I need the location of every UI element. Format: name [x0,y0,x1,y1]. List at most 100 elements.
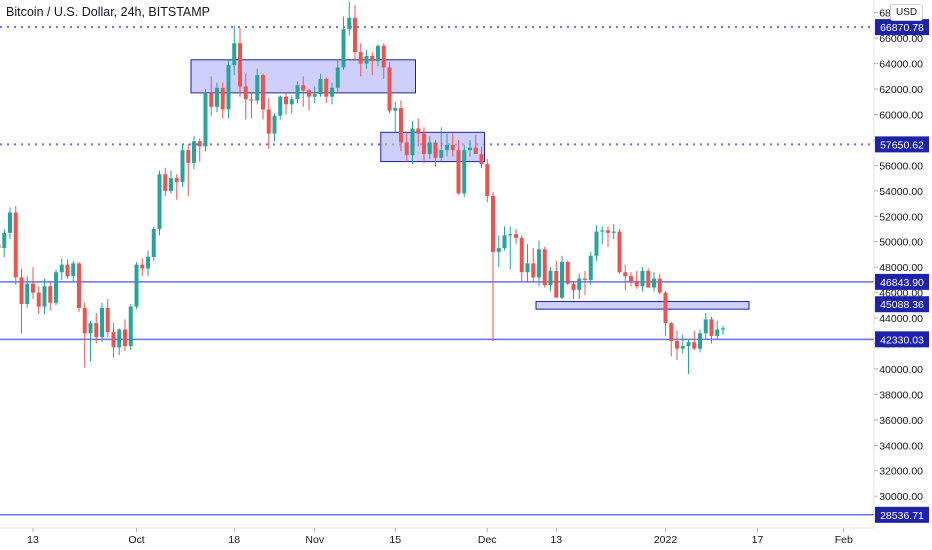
candle-body [577,278,582,291]
candle-body [370,55,375,62]
level-label-box [875,331,929,348]
candle-body [169,178,173,191]
candle-body [261,75,265,110]
y-tick-label: 34000.00 [879,440,923,452]
candle-body [209,92,214,107]
candle-body [266,109,271,134]
candle-body [232,43,237,65]
candle-body [174,178,179,182]
candle-body [606,230,610,233]
x-tick-label: 13 [550,534,562,546]
candle-body [238,43,242,87]
x-tick-label: 13 [27,534,39,546]
candle-body [289,99,294,105]
candle-body [295,85,300,100]
candle-body [278,96,283,116]
y-tick-label: 32000.00 [879,466,923,478]
candle-body [698,333,702,349]
candle-body [146,257,150,269]
candle-body [203,92,208,147]
candle-body [249,99,254,101]
candle-body [71,263,76,277]
candle-body [220,87,225,110]
candle-body [479,153,484,165]
y-tick-label: 66000.00 [879,33,923,45]
candle-body [427,142,432,154]
candle-body [318,78,323,95]
candle-body [680,346,685,349]
candle-body [151,229,156,258]
candle-body [468,147,472,151]
candle-body [77,263,81,308]
level-labels: 66870.78 57650.62 46843.90 45088.36 42330.03… [875,19,929,523]
candle-body [341,29,346,68]
candle-body [335,67,340,88]
level-label: 46843.90 [880,277,924,289]
candle-body [0,244,1,249]
level-label: 42330.03 [880,334,924,346]
x-tick-label: 17 [752,534,764,546]
y-tick-label: 36000.00 [879,415,923,427]
level-label: 28536.71 [880,510,924,522]
candle-body [410,128,415,156]
price-axis[interactable]: 30000.00 32000.00 34000.00 36000.00 38000.00… [874,8,923,503]
candle-body [19,277,24,305]
candle-body [284,96,288,105]
candle-body [301,85,306,91]
candle-body [140,264,145,269]
candle-body [324,78,329,97]
candle-body [381,45,386,68]
candle-body [686,342,691,347]
candle-body [215,87,219,107]
candle-body [456,150,461,194]
candle-body [560,262,564,298]
candle-body [594,231,599,256]
candle-body [652,278,656,288]
y-tick-label: 54000.00 [879,186,923,198]
candle-body [243,86,248,100]
candle-body [629,276,633,282]
candle-body [192,141,196,163]
candle-body [508,234,513,236]
candle-body [2,232,7,249]
candle-body [692,342,697,349]
candle-body [307,90,311,97]
candle-body [376,45,380,62]
candle-body [82,307,87,334]
candle-body [353,17,357,53]
candle-body [514,234,518,238]
candle-body [502,235,507,249]
candle-body [197,141,202,147]
level-label: 66870.78 [880,22,924,34]
y-tick-label: 30000.00 [879,491,923,503]
candle-body [623,272,628,277]
candle-body [347,17,352,30]
candle-body [157,174,162,230]
candle-body [123,329,127,347]
candle-body [226,64,231,110]
y-tick-label: 62000.00 [879,84,923,96]
candle-body [255,75,260,101]
candle-body [31,283,35,293]
currency-button[interactable]: USD [890,4,924,21]
chart-title: Bitcoin / U.S. Dollar, 24h, BITSTAMP [6,5,211,19]
candle-body [163,174,168,191]
candle-body [65,264,70,277]
candle-body [433,142,438,158]
x-tick-label: Oct [128,534,144,546]
level-label-box [875,506,929,523]
candle-body [312,94,317,97]
x-tick-label: 18 [228,534,240,546]
candle-body [709,319,714,336]
candle-body [485,164,490,196]
level-label-box [875,19,929,36]
candle-body [715,329,720,336]
candle-body [330,87,334,97]
time-axis[interactable]: 13 Oct 18 Nov 15 Dec 13 2022 17 Feb [27,528,853,546]
horizontal-levels [0,26,874,516]
candle-body [48,286,53,303]
candle-body [531,263,536,278]
candle-body [537,249,541,278]
y-tick-label: 50000.00 [879,237,923,249]
